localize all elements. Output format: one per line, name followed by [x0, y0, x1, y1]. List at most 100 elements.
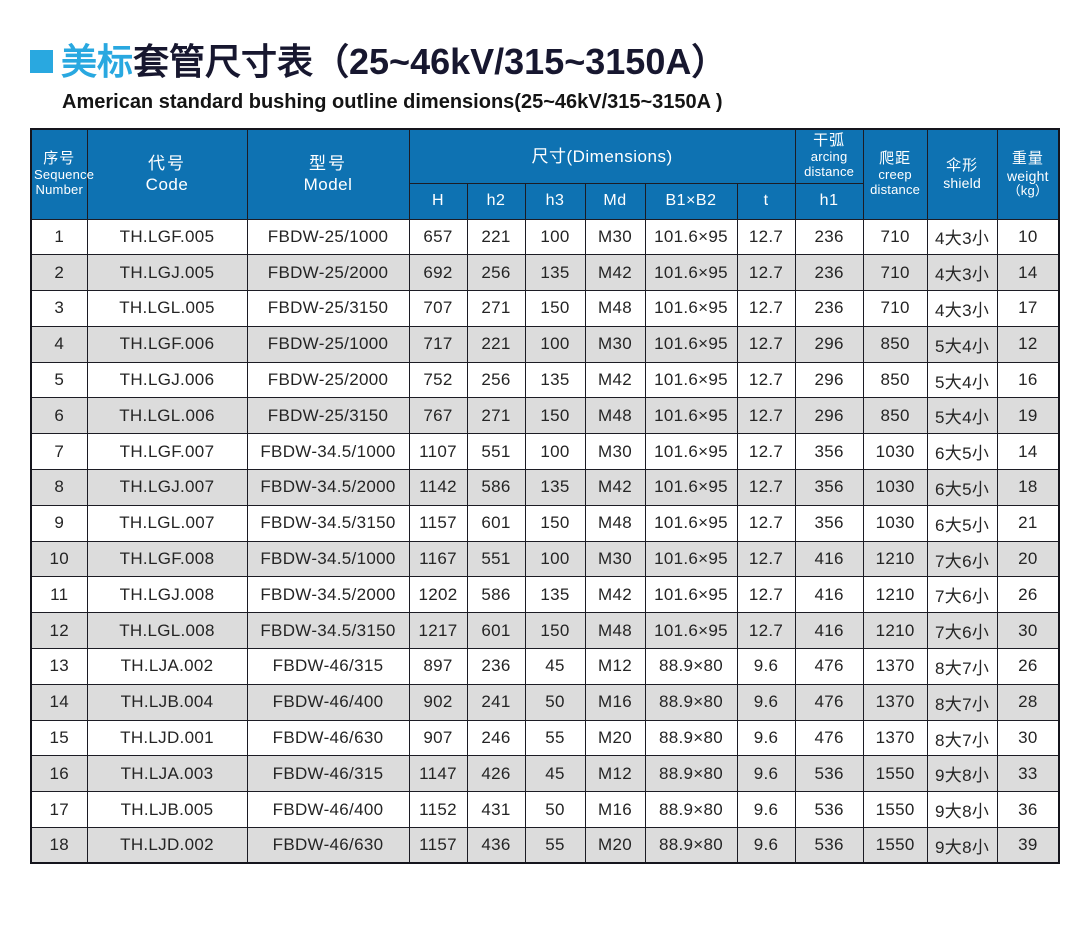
table-cell: 101.6×95: [644, 361, 738, 399]
table-cell: 7大6小: [926, 612, 998, 650]
table-cell: 14: [996, 433, 1060, 471]
table-cell: TH.LGJ.007: [86, 469, 248, 506]
col-header-weight: 重量 weight （kg）: [996, 128, 1060, 220]
table-cell: 19: [996, 397, 1060, 435]
table-cell: 12.7: [736, 469, 796, 506]
table-row: 16 TH.LJA.003 FBDW-46/315 1147 426 45 M12 88.9×…: [30, 755, 1060, 793]
table-cell: 356: [794, 433, 864, 471]
table-cell: 9.6: [736, 648, 796, 685]
table-cell: 436: [466, 827, 526, 864]
table-cell: 28: [996, 683, 1060, 721]
table-cell: TH.LGL.006: [86, 397, 248, 435]
table-row: 4 TH.LGF.006 FBDW-25/1000 717 221 100 M30 101.6…: [30, 325, 1060, 363]
table-cell: 752: [408, 361, 468, 399]
table-cell: 14: [30, 683, 88, 721]
table-cell: 10: [30, 540, 88, 578]
table-cell: 6: [30, 397, 88, 435]
table-cell: 1550: [862, 755, 928, 793]
table-cell: 12.7: [736, 576, 796, 614]
table-cell: 426: [466, 755, 526, 793]
table-cell: 14: [996, 254, 1060, 292]
table-cell: M48: [584, 397, 646, 435]
table-row: 14 TH.LJB.004 FBDW-46/400 902 241 50 M16 88.9×8…: [30, 683, 1060, 721]
table-cell: 1210: [862, 540, 928, 578]
table-cell: 707: [408, 290, 468, 327]
table-cell: 101.6×95: [644, 254, 738, 292]
table-cell: TH.LGF.008: [86, 540, 248, 578]
table-cell: 88.9×80: [644, 683, 738, 721]
col-header-H: H: [408, 182, 468, 220]
table-cell: 88.9×80: [644, 719, 738, 757]
table-cell: 100: [524, 325, 586, 363]
table-cell: 1107: [408, 433, 468, 471]
table-cell: 536: [794, 827, 864, 864]
table-cell: 256: [466, 254, 526, 292]
table-cell: TH.LJD.001: [86, 719, 248, 757]
table-cell: M12: [584, 648, 646, 685]
title-bullet-icon: [30, 50, 53, 74]
table-cell: 88.9×80: [644, 827, 738, 864]
table-row: 6 TH.LGL.006 FBDW-25/3150 767 271 150 M48 101.6…: [30, 397, 1060, 435]
table-body: 1 TH.LGF.005 FBDW-25/1000 657 221 100 M30 101.6…: [30, 218, 1060, 864]
table-cell: 1: [30, 218, 88, 256]
dimensions-table: 序号 Sequence Number 代号 Code 型号 Model 尺寸(D…: [30, 128, 1061, 865]
table-cell: 4大3小: [926, 254, 998, 292]
table-cell: 710: [862, 290, 928, 327]
table-cell: 601: [466, 612, 526, 650]
table-row: 13 TH.LJA.002 FBDW-46/315 897 236 45 M12 88.9×8…: [30, 648, 1060, 685]
table-cell: 1202: [408, 576, 468, 614]
table-cell: FBDW-25/2000: [246, 361, 410, 399]
col-header-sequence: 序号 Sequence Number: [30, 128, 94, 220]
table-cell: 710: [862, 218, 928, 256]
table-cell: 9: [30, 504, 88, 542]
table-cell: 850: [862, 325, 928, 363]
table-cell: 536: [794, 755, 864, 793]
table-cell: 296: [794, 397, 864, 435]
table-cell: 536: [794, 791, 864, 829]
table-cell: 1152: [408, 791, 468, 829]
table-cell: 30: [996, 612, 1060, 650]
col-header-model: 型号 Model: [246, 128, 410, 220]
table-cell: 101.6×95: [644, 290, 738, 327]
table-cell: M42: [584, 254, 646, 292]
table-cell: 3: [30, 290, 88, 327]
table-cell: M16: [584, 683, 646, 721]
table-cell: FBDW-25/1000: [246, 218, 410, 256]
table-cell: FBDW-34.5/2000: [246, 576, 410, 614]
table-cell: 21: [996, 504, 1060, 542]
table-cell: 15: [30, 719, 88, 757]
table-cell: M12: [584, 755, 646, 793]
table-cell: TH.LJD.002: [86, 827, 248, 864]
page-title-text: 美标套管尺寸表（25~46kV/315~3150A）: [61, 42, 727, 82]
table-row: 1 TH.LGF.005 FBDW-25/1000 657 221 100 M30 101.6…: [30, 218, 1060, 256]
table-cell: 9大8小: [926, 791, 998, 829]
table-cell: 150: [524, 504, 586, 542]
table-cell: 271: [466, 397, 526, 435]
table-cell: 767: [408, 397, 468, 435]
table-cell: FBDW-25/2000: [246, 254, 410, 292]
table-cell: 586: [466, 576, 526, 614]
table-cell: 850: [862, 397, 928, 435]
table-cell: 9.6: [736, 719, 796, 757]
table-cell: 1147: [408, 755, 468, 793]
table-row: 9 TH.LGL.007 FBDW-34.5/3150 1157 601 150 M48 10…: [30, 504, 1060, 542]
table-cell: FBDW-34.5/3150: [246, 504, 410, 542]
table-cell: 12.7: [736, 290, 796, 327]
table-cell: M16: [584, 791, 646, 829]
table-cell: 710: [862, 254, 928, 292]
table-cell: 7大6小: [926, 576, 998, 614]
table-cell: M42: [584, 469, 646, 506]
table-cell: 1030: [862, 504, 928, 542]
table-cell: 6大5小: [926, 433, 998, 471]
table-cell: 2: [30, 254, 88, 292]
table-cell: 18: [30, 827, 88, 864]
table-cell: 30: [996, 719, 1060, 757]
table-cell: 150: [524, 612, 586, 650]
table-cell: 11: [30, 576, 88, 614]
table-cell: 692: [408, 254, 468, 292]
table-cell: 12: [30, 612, 88, 650]
table-cell: 12.7: [736, 504, 796, 542]
table-cell: 1142: [408, 469, 468, 506]
table-cell: 1550: [862, 791, 928, 829]
table-cell: 4大3小: [926, 218, 998, 256]
